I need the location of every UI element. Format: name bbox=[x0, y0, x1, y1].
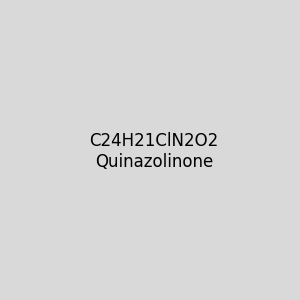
Text: C24H21ClN2O2
Quinazolinone: C24H21ClN2O2 Quinazolinone bbox=[89, 132, 218, 171]
